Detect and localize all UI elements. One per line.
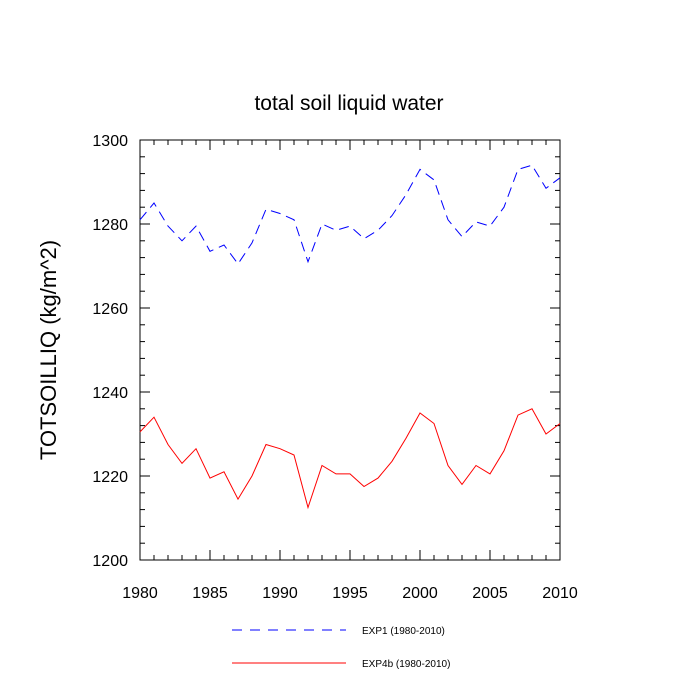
plot-frame bbox=[139, 139, 561, 561]
y-tick-label: 1280 bbox=[92, 217, 128, 234]
y-tick-label: 1260 bbox=[92, 301, 128, 318]
y-tick-label: 1200 bbox=[92, 553, 128, 570]
series-layer bbox=[139, 164, 561, 510]
legend-label-exp4b: EXP4b (1980-2010) bbox=[362, 659, 450, 670]
y-axis-label: TOTSOILLIQ (kg/m^2) bbox=[36, 240, 61, 460]
x-tick-label: 1990 bbox=[262, 585, 298, 602]
series-line-exp1 bbox=[139, 164, 561, 265]
series-line-exp4b bbox=[139, 408, 561, 510]
chart-title: total soil liquid water bbox=[254, 92, 443, 115]
x-tick-label: 2005 bbox=[472, 585, 508, 602]
x-tick-label: 2010 bbox=[542, 585, 578, 602]
x-tick-label: 1995 bbox=[332, 585, 368, 602]
plot-axes: 1200 1220 1240 1260 1280 1300 1980 1985 1990 1995… bbox=[92, 133, 577, 602]
x-tick-label: 1985 bbox=[192, 585, 228, 602]
y-tick-label: 1300 bbox=[92, 133, 128, 150]
y-tick-label: 1240 bbox=[92, 385, 128, 402]
legend: EXP1 (1980-2010) EXP4b (1980-2010) bbox=[232, 626, 450, 670]
x-tick-label: 2000 bbox=[402, 585, 438, 602]
y-tick-label: 1220 bbox=[92, 469, 128, 486]
x-tick-label: 1980 bbox=[122, 585, 158, 602]
legend-label-exp1: EXP1 (1980-2010) bbox=[362, 626, 445, 637]
